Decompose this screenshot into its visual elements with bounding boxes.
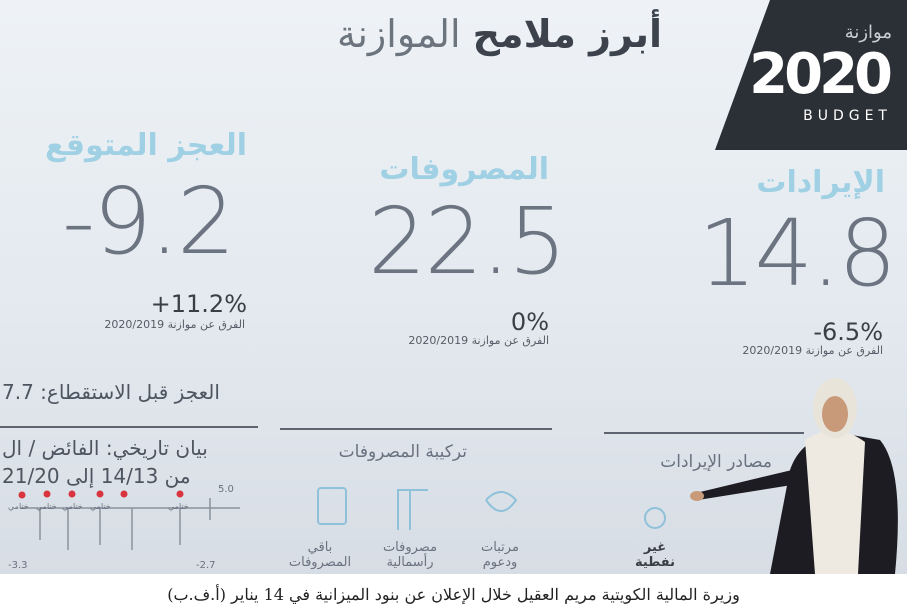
logo-word: موازنة (845, 22, 892, 43)
caption: وزيرة المالية الكويتية مريم العقيل خلال … (0, 574, 907, 614)
body: {"screen": { "title_bold": "أبرز ملامح",… (0, 0, 907, 614)
section-heading: تركيبة المصروفات (339, 442, 467, 462)
column-heading: الإيرادات (756, 165, 885, 200)
column-heading: المصروفات (379, 152, 549, 187)
divider (604, 432, 804, 434)
column-change: 0% (511, 308, 549, 336)
column-change: +11.2% (151, 290, 247, 318)
column-note: الفرق عن موازنة 2020/2019 (104, 318, 245, 331)
column-heading: العجز المتوقع (45, 128, 247, 163)
column-value: -9.2 (62, 168, 234, 275)
page: Budget presentation photo html, body { m… (0, 0, 907, 614)
column-value: 22.5 (368, 188, 565, 295)
history-line: بيان تاريخي: الفائض / ال (2, 436, 208, 460)
mini-label: ختامي (8, 502, 29, 511)
mini-value: -3.3 (8, 560, 28, 571)
expense-item: مرتبات ودعوم (465, 540, 535, 570)
mini-value: -2.7 (196, 560, 216, 571)
revenue-item: غير نفطية (625, 540, 685, 570)
column-note: الفرق عن موازنة 2020/2019 (742, 344, 883, 357)
mini-value: 5.0 (218, 484, 234, 495)
column-value: 14.8 (698, 200, 895, 307)
divider (280, 428, 552, 430)
section-heading: مصادر الإيرادات (660, 452, 772, 472)
photo: أبرز ملامح الموازنة موازنة 2020 BUDGET ا… (0, 0, 907, 574)
logo-year: 2020 (749, 42, 889, 107)
column-change: -6.5% (813, 318, 883, 346)
title-bold: أبرز ملامح (473, 12, 662, 56)
history-line: من 14/13 إلى 21/20 (2, 464, 191, 488)
screen-title: أبرز ملامح الموازنة (337, 12, 662, 56)
title-light: الموازنة (337, 12, 461, 56)
divider (0, 426, 258, 428)
mini-dots (19, 491, 184, 499)
mini-label: ختامي (90, 502, 111, 511)
icons (318, 488, 665, 530)
mini-label: ختامي (36, 502, 57, 511)
presenter (690, 378, 898, 574)
expense-item: باقي المصروفات (285, 540, 355, 570)
mini-label: ختامي (168, 502, 189, 511)
expense-item: مصروفات رأسمالية (375, 540, 445, 570)
mini-label: ختامي (62, 502, 83, 511)
logo-sub: BUDGET (803, 108, 892, 124)
deficit-before: العجز قبل الاستقطاع: 7.7 (2, 380, 220, 404)
column-note: الفرق عن موازنة 2020/2019 (408, 334, 549, 347)
